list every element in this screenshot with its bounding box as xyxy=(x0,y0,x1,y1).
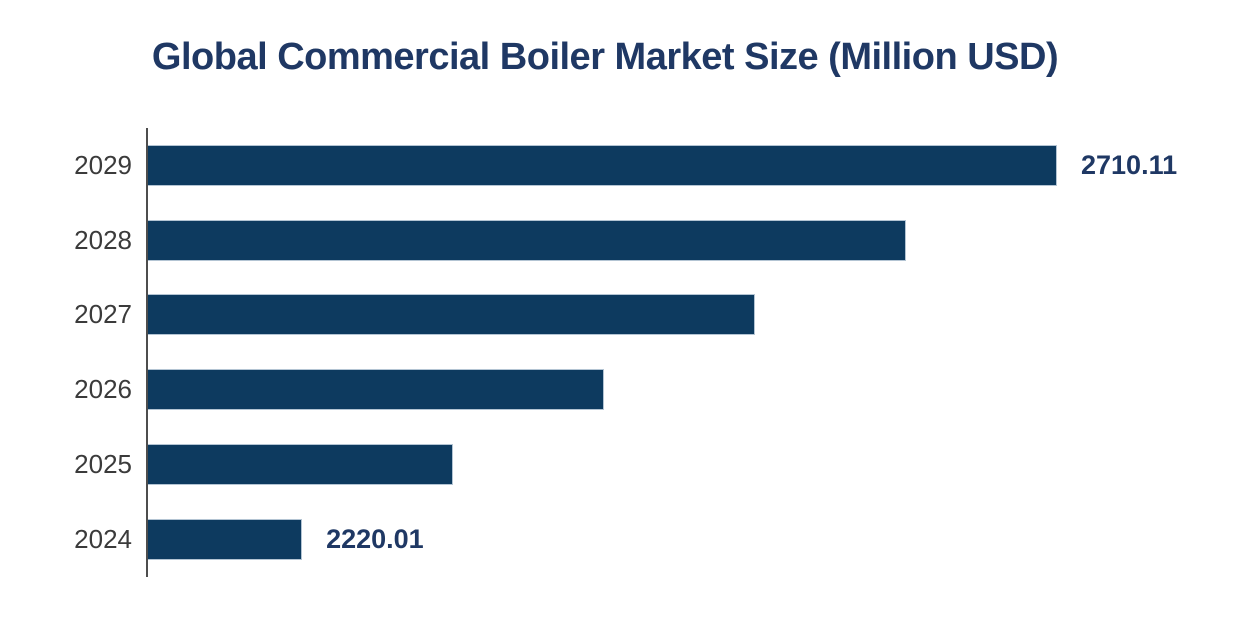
chart-title: Global Commercial Boiler Market Size (Mi… xyxy=(151,36,1059,78)
bar-row-2024: 2220.01 xyxy=(148,502,1241,577)
plot-area: 2710.11 2220.01 xyxy=(146,128,1241,577)
bar-row-2028 xyxy=(148,203,1241,278)
y-tick-2027: 2027 xyxy=(74,299,132,330)
bar-2026 xyxy=(148,369,604,411)
bar-row-2027 xyxy=(148,278,1241,353)
y-tick-2026: 2026 xyxy=(74,374,132,405)
y-tick-2029: 2029 xyxy=(74,149,132,180)
y-axis-tick-labels: 2029 2028 2027 2026 2025 2024 xyxy=(0,128,132,577)
bar-2028 xyxy=(148,219,906,261)
y-tick-2024: 2024 xyxy=(74,523,132,554)
bar-2027 xyxy=(148,294,755,336)
bar-2025 xyxy=(148,444,453,486)
y-tick-2028: 2028 xyxy=(74,224,132,255)
bar-row-2026 xyxy=(148,352,1241,427)
data-label-2024: 2220.01 xyxy=(326,523,424,554)
y-tick-2025: 2025 xyxy=(74,449,132,480)
bar-row-2025 xyxy=(148,427,1241,502)
bar-row-2029: 2710.11 xyxy=(148,128,1241,203)
bar-2029 xyxy=(148,144,1057,186)
bar-2024 xyxy=(148,518,303,560)
data-label-2029: 2710.11 xyxy=(1081,149,1178,180)
